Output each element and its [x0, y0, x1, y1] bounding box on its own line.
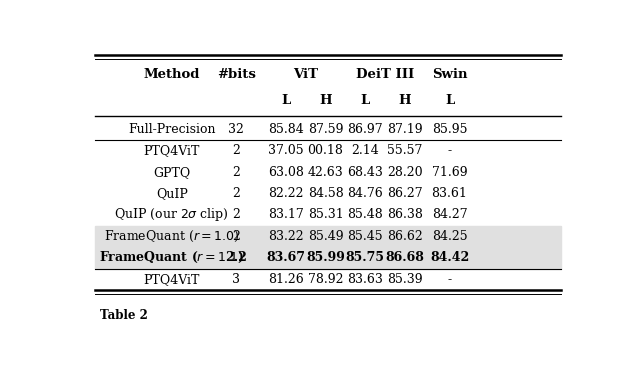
Text: PTQ4ViT: PTQ4ViT	[143, 144, 200, 157]
Text: 2: 2	[232, 187, 240, 200]
Text: 83.61: 83.61	[431, 187, 467, 200]
Text: 85.95: 85.95	[432, 123, 467, 136]
Text: 86.97: 86.97	[348, 123, 383, 136]
Text: 83.63: 83.63	[348, 273, 383, 286]
Text: 2: 2	[232, 144, 240, 157]
Text: 2.14: 2.14	[351, 144, 379, 157]
Text: 84.42: 84.42	[430, 251, 469, 264]
Text: Table 2: Table 2	[100, 309, 148, 322]
Text: 84.58: 84.58	[308, 187, 344, 200]
Text: 85.31: 85.31	[308, 209, 344, 221]
Text: Method: Method	[143, 68, 200, 81]
Text: H: H	[399, 94, 411, 107]
Text: 83.17: 83.17	[268, 209, 304, 221]
Text: H: H	[319, 94, 332, 107]
Text: 83.67: 83.67	[266, 251, 305, 264]
Text: 2: 2	[232, 230, 240, 243]
Text: L: L	[281, 94, 291, 107]
Text: Full-Precision: Full-Precision	[128, 123, 216, 136]
Text: 2.2: 2.2	[225, 251, 247, 264]
Text: L: L	[445, 94, 454, 107]
Text: 86.38: 86.38	[387, 209, 423, 221]
Text: 2: 2	[232, 209, 240, 221]
Text: 84.76: 84.76	[348, 187, 383, 200]
Text: 85.45: 85.45	[348, 230, 383, 243]
Bar	[95, 226, 561, 269]
Text: L: L	[360, 94, 370, 107]
Text: 32: 32	[228, 123, 244, 136]
Text: 85.48: 85.48	[348, 209, 383, 221]
Text: 3: 3	[232, 273, 240, 286]
Text: PTQ4ViT: PTQ4ViT	[143, 273, 200, 286]
Text: 85.49: 85.49	[308, 230, 343, 243]
Text: 86.68: 86.68	[385, 251, 424, 264]
Text: 86.27: 86.27	[387, 187, 422, 200]
Text: Swin: Swin	[432, 68, 467, 81]
Text: 82.22: 82.22	[268, 187, 303, 200]
Text: DeiT III: DeiT III	[356, 68, 414, 81]
Text: 71.69: 71.69	[432, 166, 467, 179]
Text: 87.19: 87.19	[387, 123, 422, 136]
Text: 37.05: 37.05	[268, 144, 303, 157]
Text: 2: 2	[232, 166, 240, 179]
Text: QuIP: QuIP	[156, 187, 188, 200]
Text: 81.26: 81.26	[268, 273, 304, 286]
Text: 84.27: 84.27	[432, 209, 467, 221]
Text: 85.39: 85.39	[387, 273, 422, 286]
Text: -: -	[447, 273, 452, 286]
Text: 78.92: 78.92	[308, 273, 343, 286]
Text: 00.18: 00.18	[308, 144, 344, 157]
Text: 68.43: 68.43	[348, 166, 383, 179]
Text: 55.57: 55.57	[387, 144, 422, 157]
Text: GPTQ: GPTQ	[153, 166, 190, 179]
Text: 28.20: 28.20	[387, 166, 422, 179]
Text: 85.99: 85.99	[306, 251, 345, 264]
Text: 85.75: 85.75	[346, 251, 385, 264]
Text: 63.08: 63.08	[268, 166, 304, 179]
Text: #bits: #bits	[217, 68, 255, 81]
Text: 83.22: 83.22	[268, 230, 303, 243]
Text: 85.84: 85.84	[268, 123, 304, 136]
Text: 87.59: 87.59	[308, 123, 343, 136]
Text: 84.25: 84.25	[432, 230, 467, 243]
Text: 42.63: 42.63	[308, 166, 344, 179]
Text: QuIP (our $2\sigma$ clip): QuIP (our $2\sigma$ clip)	[115, 206, 229, 224]
Text: FrameQuant ($r = 1.1$): FrameQuant ($r = 1.1$)	[99, 250, 244, 265]
Text: 86.62: 86.62	[387, 230, 423, 243]
Text: -: -	[447, 144, 452, 157]
Text: FrameQuant ($r = 1.0$): FrameQuant ($r = 1.0$)	[104, 229, 239, 244]
Text: ViT: ViT	[293, 68, 318, 81]
